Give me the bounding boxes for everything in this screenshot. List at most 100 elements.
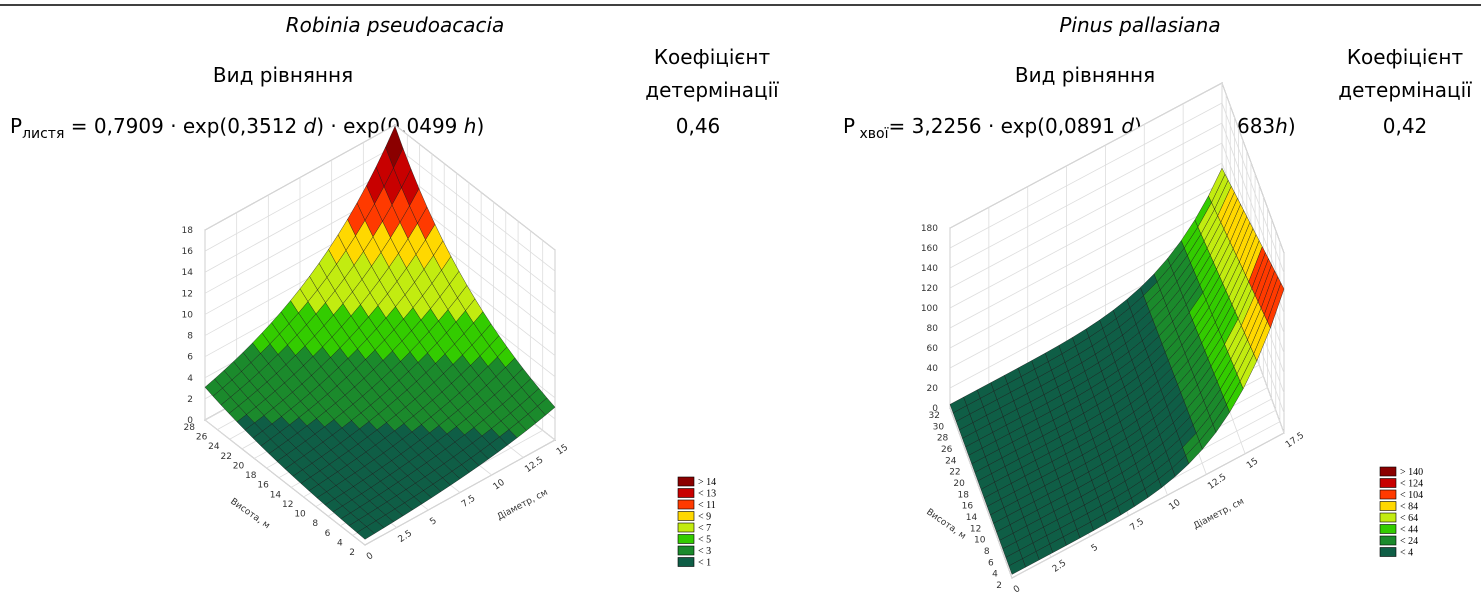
grid-line [949,162,1223,309]
coef: 0,42 [1383,114,1428,138]
legend-swatch [677,476,695,487]
z-tick-label: 10 [182,310,194,320]
legend-label: < 64 [1400,513,1418,524]
legend-label: < 9 [698,512,711,523]
d-tick-label: 7.5 [460,494,477,510]
d-axis-label: Діаметр, см [1192,497,1246,532]
h-tick-label: 14 [270,490,282,500]
legend-label: < 11 [698,500,716,511]
z-tick-label: 100 [921,304,938,314]
h-tick-label: 2 [349,548,355,558]
h-tick-label: 16 [257,481,269,491]
eq-part: = 0,7909 · exp(0,3512 [64,114,303,138]
h-tick-label: 22 [949,468,960,478]
grid-line [949,407,1013,579]
coef: 0,46 [676,114,721,138]
eq-part: ) [1288,114,1296,138]
z-tick-label: 8 [187,332,193,342]
legend-swatch [1379,524,1397,534]
h-tick-label: 26 [196,433,208,443]
h-tick-label: 22 [220,452,231,462]
h-tick-label: 28 [937,434,949,444]
h-tick-label: 18 [957,490,969,500]
z-tick-label: 14 [182,268,194,278]
legend-label: < 84 [1400,502,1418,513]
legend-swatch [677,557,695,567]
h-tick-label: 8 [984,547,990,557]
species: Robinia pseudoacacia [286,13,505,37]
d-tick-label: 15 [555,443,570,458]
eq-part: ) [476,114,484,138]
h-tick-label: 12 [970,524,981,534]
legend-label: < 124 [1400,479,1423,490]
legend-label: < 24 [1400,536,1418,547]
h-tick-label: 6 [988,558,994,568]
d-tick-label: 15 [1245,456,1260,471]
legend-label: > 140 [1400,467,1423,478]
legend-swatch [1379,478,1397,488]
legend-swatch [1379,466,1397,477]
z-tick-label: 16 [182,247,194,257]
h-tick-label: 4 [337,538,343,548]
legend-swatch [1379,512,1397,523]
h-tick-label: 8 [312,519,318,529]
legend-swatch [677,499,695,510]
legend-swatch [677,511,695,521]
grid-line [949,182,1223,329]
grid-line [1011,432,1285,579]
z-tick-label: 2 [187,395,193,405]
z-tick-label: 6 [187,353,193,363]
eq-part: = 3,2256 · exp(0,0891 [889,114,1122,138]
d-tick-label: 0 [1012,584,1023,593]
legend-swatch [677,522,695,533]
coef-heading: Коефіцієнт [1347,45,1464,69]
z-tick-label: 60 [927,344,939,354]
eq-sub: листя [22,126,64,142]
d-tick-label: 12.5 [523,455,545,475]
z-tick-label: 180 [921,224,938,234]
h-axis-label: Висота, м [924,507,967,541]
surface-patch [356,526,375,540]
d-axis-label: Діаметр, см [496,488,550,523]
d-tick-label: 5 [428,516,438,527]
legend-swatch [1379,535,1397,546]
h-tick-label: 32 [929,411,940,421]
d-tick-label: 2.5 [397,529,414,545]
h-tick-label: 20 [233,461,245,471]
d-tick-label: 10 [1167,498,1182,513]
legend-label: < 13 [698,489,716,500]
z-tick-label: 20 [927,384,939,394]
grid-line [394,166,556,293]
legend-swatch [677,488,695,498]
legend-label: < 4 [1400,548,1413,559]
h-tick-label: 24 [208,442,220,452]
legend-label: < 1 [698,558,711,569]
eq-sub: хвої [855,126,889,142]
grid-line [394,124,556,251]
z-tick-label: 18 [182,226,194,236]
z-tick-label: 120 [921,284,938,294]
legend-label: < 7 [698,523,711,534]
eq-var: h [1275,114,1288,138]
legend-swatch [1379,547,1397,557]
equation: Pлистя = 0,7909 · exp(0,3512 d) · exp(0,… [10,114,484,142]
z-tick-label: 12 [182,289,193,299]
grid-line [949,142,1223,289]
equation-heading: Вид рівняння [213,63,353,87]
grid-line [1221,122,1285,294]
legend-label: < 3 [698,546,711,557]
legend-label: < 5 [698,535,711,546]
equation-heading: Вид рівняння [1015,63,1155,87]
species: Pinus pallasiana [1059,13,1220,37]
eq-part: P [843,114,855,138]
h-tick-label: 18 [245,471,257,481]
legend-swatch [1379,501,1397,511]
h-tick-label: 26 [941,445,953,455]
h-tick-label: 14 [966,513,978,523]
legend-swatch [677,534,695,544]
grid-line [1221,82,1285,254]
d-tick-label: 0 [365,551,376,563]
z-tick-label: 160 [921,244,938,254]
z-tick-label: 0 [932,404,938,414]
